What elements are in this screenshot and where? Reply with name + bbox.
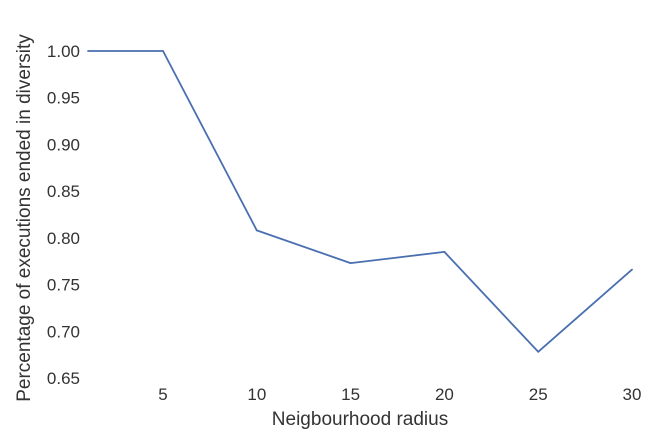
data-point [349, 262, 352, 264]
data-point [537, 350, 540, 353]
data-point [443, 250, 446, 253]
x-tick-label: 10 [247, 385, 266, 404]
x-tick-label: 25 [529, 385, 548, 404]
x-axis-ticks: 5 10 15 20 25 30 [158, 385, 641, 404]
x-axis-title: Neigbourhood radius [272, 409, 448, 430]
series-line [88, 50, 633, 353]
x-tick-label: 20 [435, 385, 454, 404]
data-point [631, 268, 633, 271]
y-tick-label: 0.90 [47, 135, 80, 154]
y-tick-label: 0.65 [47, 369, 80, 388]
data-point [162, 50, 164, 52]
y-tick-label: 1.00 [47, 42, 80, 61]
y-tick-label: 0.75 [47, 276, 80, 295]
y-axis-ticks: 0.65 0.70 0.75 0.80 0.85 0.90 0.95 1.00 [47, 42, 80, 388]
y-axis-title: Percentage of executions ended in divers… [14, 34, 35, 402]
y-tick-label: 0.70 [47, 322, 80, 341]
series-layer [87, 50, 633, 353]
x-tick-label: 15 [341, 385, 360, 404]
data-point [87, 50, 89, 52]
x-tick-label: 30 [623, 385, 642, 404]
x-tick-label: 5 [158, 385, 167, 404]
y-tick-label: 0.95 [47, 89, 80, 108]
data-point [255, 229, 258, 232]
y-tick-label: 0.80 [47, 229, 80, 248]
y-tick-label: 0.85 [47, 182, 80, 201]
